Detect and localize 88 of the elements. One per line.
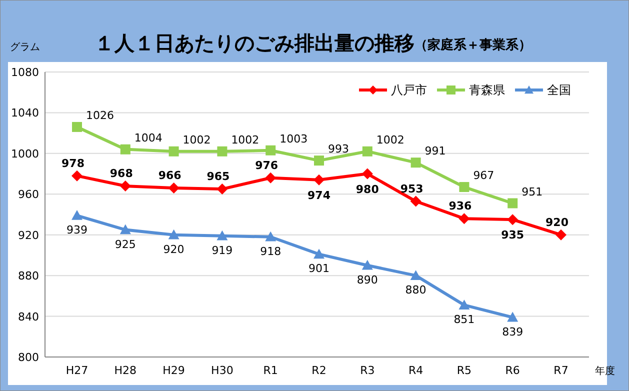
- point: [508, 198, 518, 208]
- point: [120, 224, 131, 234]
- data-label: 974: [308, 188, 331, 202]
- y-tick-label: 800: [18, 351, 39, 364]
- data-label: 1002: [182, 133, 211, 146]
- x-tick-label: R6: [505, 364, 520, 377]
- point: [72, 210, 82, 220]
- point: [314, 248, 324, 259]
- x-tick-label: H29: [162, 364, 185, 377]
- point: [120, 144, 130, 154]
- y-tick-label: 920: [18, 228, 39, 242]
- data-label: 976: [255, 158, 278, 172]
- y-tick-label: 1040: [11, 106, 39, 120]
- point: [217, 146, 228, 156]
- legend-label: 青森県: [469, 83, 505, 97]
- data-label: 967: [473, 169, 494, 182]
- point: [265, 231, 276, 242]
- data-label: 1002: [376, 133, 404, 146]
- y-tick-label: 840: [18, 310, 39, 324]
- point: [556, 229, 566, 240]
- data-label: 918: [260, 244, 282, 258]
- data-label: 925: [114, 238, 136, 251]
- data-label: 993: [328, 142, 349, 156]
- data-label: 953: [400, 182, 424, 196]
- point: [410, 196, 422, 207]
- chart-title: １人１日あたりのごみ排出量の推移: [94, 31, 414, 55]
- y-tick-label: 880: [18, 270, 39, 283]
- point: [168, 229, 180, 240]
- data-label: 951: [522, 185, 543, 198]
- x-tick-label: R7: [554, 364, 568, 377]
- data-label: 890: [356, 273, 378, 286]
- data-label: 1002: [231, 133, 260, 146]
- point: [314, 174, 324, 186]
- x-tick-label: R5: [456, 364, 472, 377]
- data-label: 1004: [134, 131, 162, 144]
- data-label: 901: [308, 262, 330, 276]
- data-label: 919: [212, 244, 233, 257]
- data-label: 965: [206, 170, 230, 184]
- point: [216, 230, 228, 240]
- data-label: 851: [454, 313, 475, 326]
- y-tick-label: 1000: [11, 147, 39, 160]
- legend-label: 八戸市: [391, 83, 427, 97]
- point: [458, 300, 470, 310]
- point: [507, 312, 518, 322]
- point: [72, 170, 82, 182]
- x-tick-label: H28: [114, 364, 137, 377]
- point: [168, 146, 179, 156]
- x-tick-label: R1: [263, 364, 278, 377]
- y-tick-label: 960: [18, 188, 39, 202]
- point: [459, 182, 470, 192]
- x-tick-label: H30: [211, 364, 234, 377]
- data-label: 935: [501, 228, 524, 242]
- chart-subtitle: （家庭系＋事業系）: [414, 37, 532, 53]
- x-tick-label: R3: [360, 364, 375, 377]
- point: [216, 184, 228, 195]
- point: [410, 158, 421, 168]
- point: [72, 122, 82, 132]
- data-label: 920: [163, 242, 184, 256]
- point: [266, 145, 276, 156]
- point: [410, 270, 422, 280]
- point: [120, 180, 131, 192]
- data-label: 1003: [280, 132, 308, 146]
- data-label: 880: [405, 284, 426, 297]
- point: [168, 182, 180, 194]
- point: [458, 213, 470, 224]
- data-label: 966: [158, 169, 182, 182]
- x-axis-title: 年度: [595, 365, 615, 377]
- x-tick-label: H27: [66, 364, 88, 377]
- point: [362, 260, 373, 270]
- x-tick-label: R4: [408, 364, 424, 377]
- data-label: 839: [502, 325, 524, 338]
- data-label: 978: [62, 156, 84, 170]
- data-label: 1026: [86, 108, 114, 122]
- y-axis-title: グラム: [10, 42, 40, 53]
- data-label: 968: [110, 167, 133, 180]
- point: [362, 146, 372, 156]
- data-label: 920: [546, 216, 569, 229]
- point: [507, 214, 518, 226]
- data-label: 980: [356, 182, 380, 196]
- data-label: 939: [66, 224, 88, 237]
- legend-label: 全国: [547, 83, 571, 97]
- data-label: 991: [424, 144, 446, 158]
- point: [265, 172, 276, 184]
- data-label: 936: [448, 200, 472, 213]
- point: [362, 168, 373, 180]
- point: [314, 156, 324, 166]
- x-tick-label: R2: [312, 364, 326, 377]
- y-tick-label: 1080: [11, 66, 39, 79]
